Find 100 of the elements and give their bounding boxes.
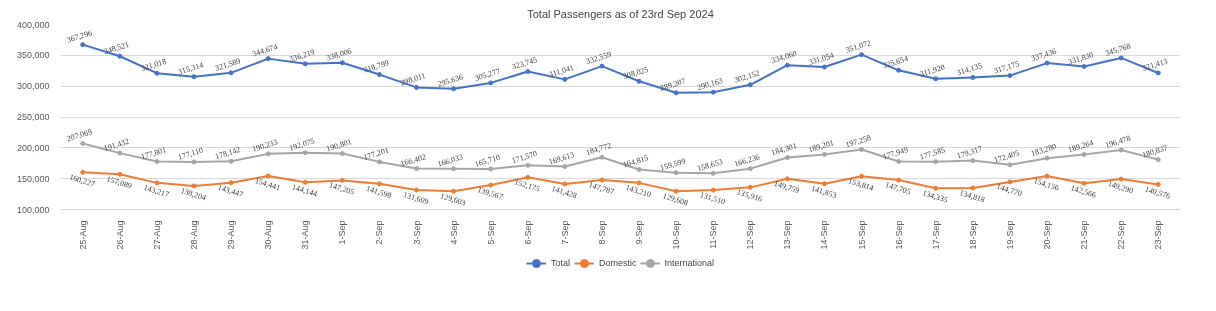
point [414,166,420,172]
x-tick-label: 29-Aug [226,220,237,250]
point [562,164,568,170]
data-label: 177,949 [881,145,910,162]
x-tick-label: 18-Sep [967,220,978,250]
data-label: 311,920 [918,62,946,79]
x-tick-label: 9-Sep [634,220,645,245]
data-label: 149,290 [1106,179,1135,196]
data-label: 189,201 [807,138,835,155]
x-tick-label: 17-Sep [930,220,941,250]
data-label: 152,175 [513,177,541,194]
data-label: 302,152 [733,68,761,85]
x-tick-label: 15-Sep [856,220,867,250]
data-label: 290,163 [696,75,724,93]
data-label: 191,432 [102,136,131,154]
data-label: 143,217 [142,182,171,200]
data-label: 147,705 [884,180,912,197]
x-tick-label: 25-Aug [77,220,88,250]
x-tick-label: 5-Sep [485,220,496,245]
data-label: 184,772 [584,140,613,158]
data-label: 178,142 [214,144,242,162]
x-tick-label: 12-Sep [745,220,756,250]
data-label: 165,710 [473,152,502,169]
data-label: 189,264 [1067,138,1095,155]
x-tick-label: 16-Sep [893,220,904,250]
x-tick-label: 22-Sep [1116,220,1127,250]
x-tick-label: 28-Aug [189,220,200,250]
data-label: 331,830 [1067,50,1095,67]
data-label: 321,413 [1141,56,1169,73]
data-label: 332,559 [584,49,613,66]
y-tick-label: 350,000 [16,50,50,61]
data-label: 160,227 [68,172,96,189]
point [859,147,865,153]
data-label: 172,405 [992,148,1021,165]
x-tick-label: 26-Aug [114,220,125,250]
data-label: 149,759 [773,178,801,196]
point [1155,181,1161,187]
y-tick-label: 250,000 [16,112,50,122]
data-label: 192,075 [288,136,316,153]
point [970,158,976,164]
point [636,167,642,173]
data-label: 315,314 [176,60,205,77]
data-label: 331,054 [807,50,835,67]
data-label: 166,236 [733,152,761,169]
data-label: 159,599 [659,156,687,173]
data-label: 129,608 [661,191,690,208]
data-label: 308,025 [621,64,650,82]
data-label: 129,603 [439,191,467,208]
point [859,173,865,179]
data-label: 197,258 [844,133,872,150]
data-label: 318,799 [362,58,390,75]
y-tick-label: 200,000 [16,142,50,153]
data-label: 305,277 [473,66,502,83]
data-label: 348,521 [102,39,131,57]
y-tick-label: 100,000 [16,204,50,215]
data-label: 338,006 [325,46,353,63]
point [747,184,753,190]
data-label: 169,613 [547,150,576,167]
point [302,179,308,185]
data-label: 144,770 [995,181,1024,199]
data-label: 177,201 [362,145,390,162]
data-label: 344,674 [251,42,279,59]
data-label: 144,144 [290,182,319,199]
data-label: 295,636 [436,72,465,89]
data-label: 131,609 [402,190,430,207]
data-label: 334,060 [770,48,798,66]
data-label: 321,018 [139,56,168,74]
data-label: 289,207 [659,76,687,93]
legend-label: Domestic [598,258,637,268]
x-tick-label: 6-Sep [522,220,533,245]
x-tick-label: 1-Sep [337,220,348,245]
data-label: 138,204 [179,185,208,203]
data-label: 196,478 [1104,133,1132,150]
chart-title: Total Passengers as of 23rd Sep 2024 [527,7,714,20]
data-label: 351,072 [844,38,872,55]
x-tick-label: 2-Sep [374,220,385,245]
data-label: 171,570 [510,148,539,166]
point [339,151,345,156]
data-label: 154,441 [253,175,282,193]
data-label: 134,818 [958,188,986,205]
data-label: 311,041 [547,63,576,80]
x-tick-label: 7-Sep [559,220,570,245]
data-label: 166,033 [436,152,465,169]
data-label: 317,175 [992,59,1021,76]
data-label: 177,110 [176,145,205,162]
data-label: 143,210 [624,182,653,200]
point [784,155,790,161]
x-tick-label: 20-Sep [1041,220,1052,250]
data-label: 141,853 [810,183,838,201]
point [821,152,827,157]
point [339,177,345,183]
data-label: 298,011 [399,71,427,88]
data-label: 147,205 [327,180,356,197]
data-label: 177,801 [139,145,168,162]
data-label: 190,801 [325,137,353,154]
x-tick-label: 10-Sep [671,220,682,250]
data-label: 140,576 [1143,184,1172,201]
data-label: 367,296 [65,28,94,45]
x-tick-label: 21-Sep [1079,220,1090,250]
data-label: 345,768 [1104,41,1132,58]
